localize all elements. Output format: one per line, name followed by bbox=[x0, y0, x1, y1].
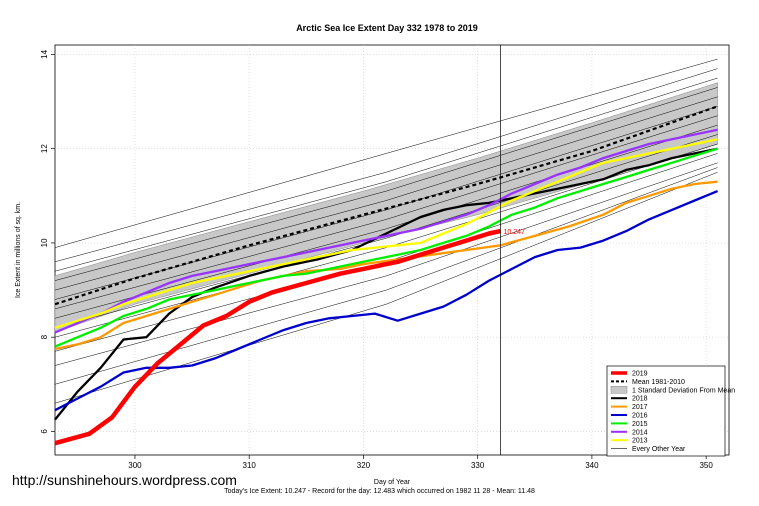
x-tick-label: 300 bbox=[128, 461, 142, 470]
x-tick-label: 350 bbox=[699, 461, 713, 470]
y-axis-label: Ice Extent in millions of sq. km. bbox=[15, 202, 22, 298]
other-year-line bbox=[54, 162, 718, 366]
mean-line bbox=[54, 105, 718, 306]
x-tick-label: 310 bbox=[243, 461, 257, 470]
legend-label: Mean 1981-2010 bbox=[632, 379, 685, 386]
series-2014 bbox=[54, 128, 718, 334]
chart-title: Arctic Sea Ice Extent Day 332 1978 to 20… bbox=[296, 23, 478, 33]
legend-label: Every Other Year bbox=[632, 446, 686, 453]
legend-label: 2013 bbox=[632, 438, 648, 445]
series-2016 bbox=[54, 190, 719, 412]
footer-stats: Today's Ice Extent: 10.247 - Record for … bbox=[224, 488, 535, 495]
other-year-line bbox=[54, 134, 718, 329]
y-tick-label: 10 bbox=[40, 238, 49, 247]
year-series bbox=[54, 128, 719, 446]
x-tick-label: 320 bbox=[357, 461, 371, 470]
other-year-line bbox=[54, 68, 718, 263]
other-year-line bbox=[54, 96, 718, 291]
x-axis-label: Day of Year bbox=[374, 479, 411, 486]
legend-label: 2016 bbox=[632, 413, 648, 420]
legend-label: 2015 bbox=[632, 421, 648, 428]
other-year-line bbox=[54, 171, 718, 404]
series-2013 bbox=[54, 138, 718, 329]
legend-label: 2019 bbox=[632, 371, 648, 378]
series-2019 bbox=[54, 228, 501, 446]
legend-label: 1 Standard Deviation From Mean bbox=[632, 387, 735, 394]
y-tick-label: 6 bbox=[40, 429, 49, 434]
other-year-line bbox=[54, 167, 718, 385]
series-2017 bbox=[54, 180, 718, 351]
y-tick-label: 12 bbox=[40, 144, 49, 153]
x-axis-ticks: 300 310 320 330 340 350 bbox=[128, 455, 713, 470]
y-tick-label: 14 bbox=[40, 49, 49, 58]
other-year-line bbox=[54, 87, 718, 281]
other-year-line bbox=[54, 115, 718, 310]
x-tick-label: 330 bbox=[471, 461, 485, 470]
other-year-line bbox=[54, 58, 718, 248]
legend-label: 2018 bbox=[632, 396, 648, 403]
legend-swatch bbox=[610, 386, 628, 394]
today-value-label: 10.247 bbox=[504, 229, 526, 236]
series-2018 bbox=[54, 147, 718, 421]
x-tick-label: 340 bbox=[585, 461, 599, 470]
day-marker: 10.247 bbox=[500, 45, 526, 455]
other-year-line bbox=[54, 77, 718, 272]
y-tick-label: 8 bbox=[40, 334, 49, 339]
other-year-line bbox=[54, 124, 718, 319]
series-2015 bbox=[54, 147, 718, 348]
legend-label: 2017 bbox=[632, 404, 648, 411]
mean-1981-2010-line bbox=[54, 105, 718, 306]
y-axis-ticks: 6 8 10 12 14 bbox=[40, 49, 55, 434]
every-other-year-lines bbox=[54, 58, 718, 404]
watermark-url: http://sunshinehours.wordpress.com bbox=[12, 472, 237, 488]
legend-label: 2014 bbox=[632, 429, 648, 436]
